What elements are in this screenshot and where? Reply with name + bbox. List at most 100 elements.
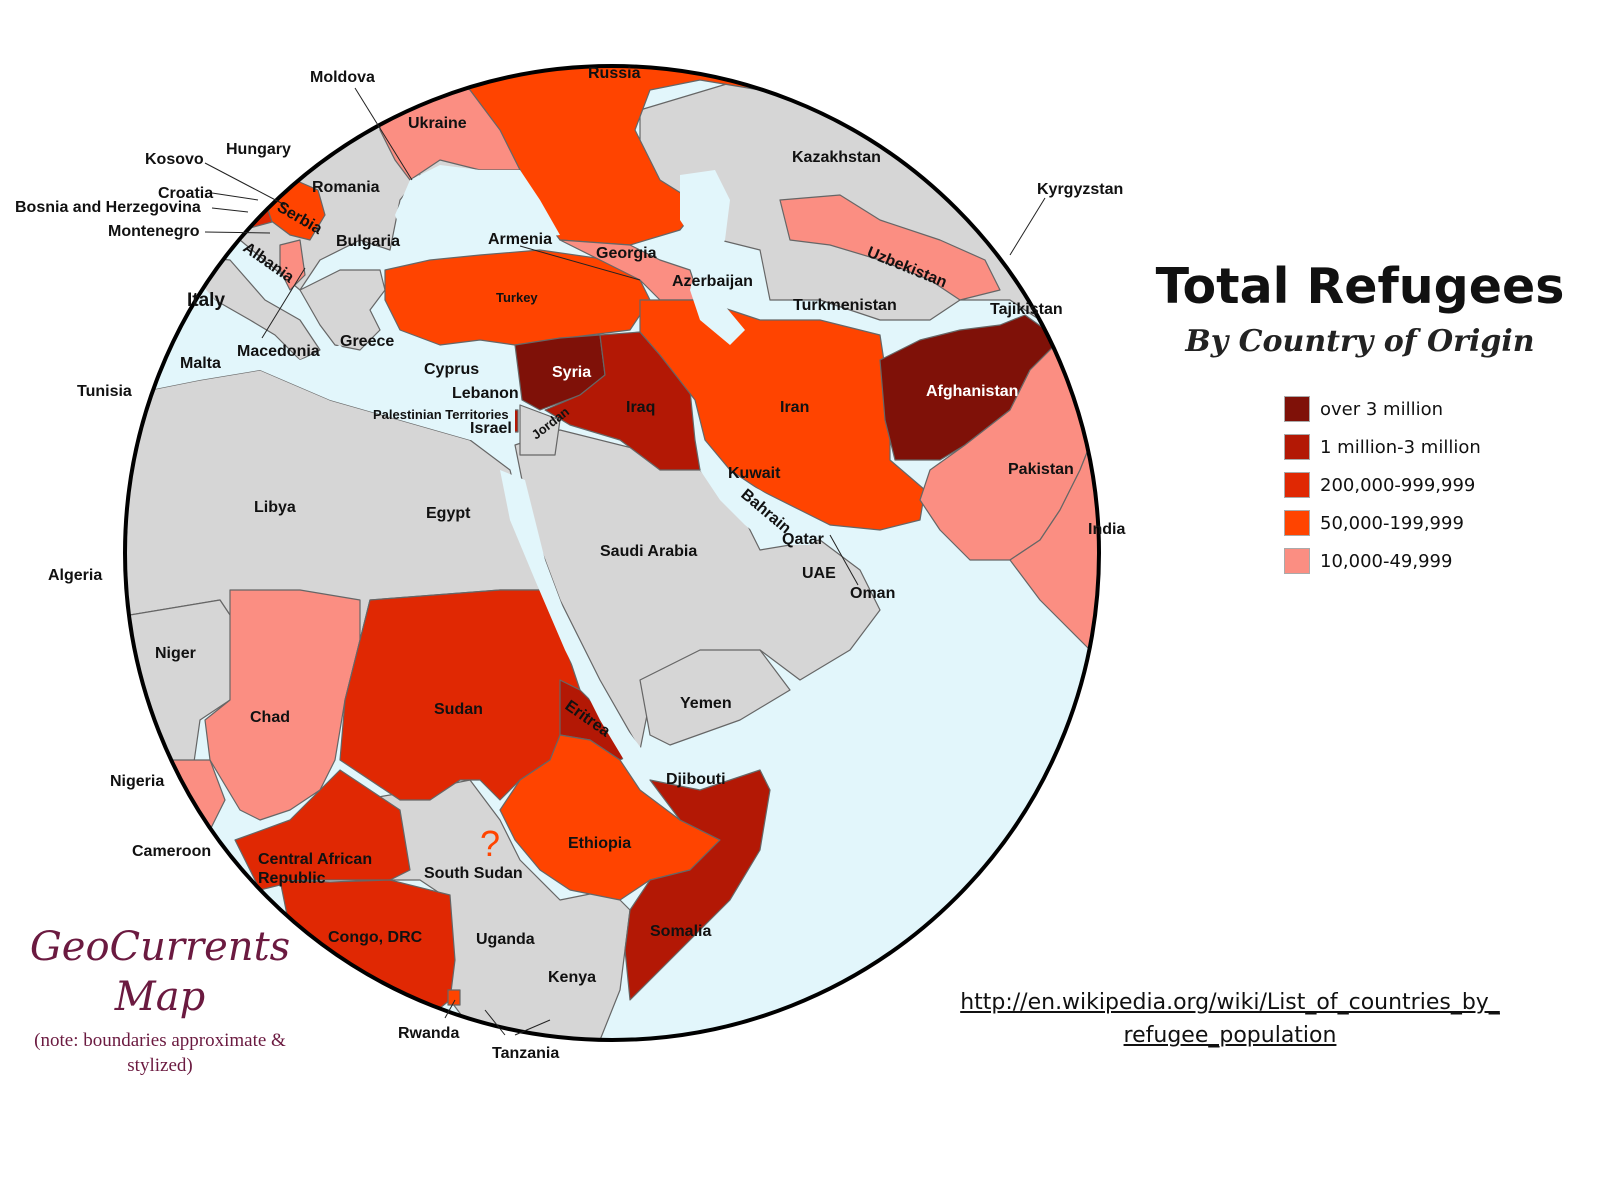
leader-rwanda	[444, 999, 456, 1019]
label-uganda: Uganda	[476, 931, 535, 948]
label-djibouti: Djibouti	[666, 771, 726, 788]
label-algeria: Algeria	[48, 567, 102, 584]
label-turkey: Turkey	[496, 290, 538, 305]
boundaries-note: (note: boundaries approximate & stylized…	[10, 1028, 310, 1078]
label-libya: Libya	[254, 499, 296, 516]
globe-outline	[123, 64, 1101, 1042]
country-iran	[639, 299, 926, 531]
map-title: Total Refugees	[1155, 258, 1565, 315]
source-link[interactable]: http://en.wikipedia.org/wiki/List_of_cou…	[930, 986, 1530, 1052]
legend-swatch	[1284, 510, 1310, 536]
label-romania: Romania	[312, 179, 380, 196]
brand-line2: Map	[114, 974, 206, 1020]
country-somalia	[624, 769, 771, 1001]
label-afghanistan: Afghanistan	[926, 383, 1018, 400]
leader-moldova	[354, 87, 413, 181]
label-bosnia: Bosnia and Herzegovina	[15, 199, 201, 216]
legend-item: 10,000-49,999	[1284, 542, 1481, 580]
label-iran: Iran	[780, 399, 809, 416]
source-link-line2[interactable]: refugee_population	[1123, 1023, 1337, 1048]
label-car: Central African Republic	[258, 851, 372, 887]
red-sea	[500, 470, 650, 770]
label-tanzania: Tanzania	[492, 1045, 559, 1062]
south-sudan-question-mark: ?	[480, 823, 500, 864]
map-subtitle: By Country of Origin	[1185, 324, 1535, 359]
label-india: India	[1088, 521, 1125, 538]
leader-tanzania	[484, 1009, 506, 1036]
region-greece	[299, 269, 386, 351]
label-tajikistan: Tajikistan	[990, 301, 1063, 318]
leader-kosovo	[204, 162, 286, 206]
country-uzbekistan	[779, 194, 1001, 301]
legend-swatch	[1284, 396, 1310, 422]
label-israel: Israel	[470, 420, 512, 437]
label-kuwait: Kuwait	[728, 465, 781, 482]
label-rwanda: Rwanda	[398, 1025, 459, 1042]
country-turkey	[384, 249, 651, 346]
label-cyprus: Cyprus	[424, 361, 479, 378]
legend-label: 10,000-49,999	[1320, 550, 1453, 572]
label-hungary: Hungary	[226, 141, 291, 158]
leader-kyrgyzstan	[1009, 197, 1046, 256]
legend-swatch	[1284, 472, 1310, 498]
label-iraq: Iraq	[626, 399, 655, 416]
label-georgia: Georgia	[596, 245, 657, 262]
label-yemen: Yemen	[680, 695, 732, 712]
geocurrents-brand: GeoCurrents Map	[10, 922, 310, 1022]
label-ukraine: Ukraine	[408, 115, 467, 132]
leader-bosnia	[211, 207, 249, 213]
label-montenegro: Montenegro	[108, 223, 200, 240]
legend-swatch	[1284, 548, 1310, 574]
label-nigeria: Nigeria	[110, 773, 164, 790]
label-kenya: Kenya	[548, 969, 596, 986]
legend-item: 50,000-199,999	[1284, 504, 1481, 542]
persian-gulf	[700, 470, 830, 545]
label-palestine: Palestinian Territories	[373, 407, 509, 422]
country-jordan	[519, 404, 561, 456]
region-yemen	[639, 649, 791, 746]
legend-item: 200,000-999,999	[1284, 466, 1481, 504]
label-italy: Italy	[187, 290, 225, 311]
label-malta: Malta	[180, 355, 221, 372]
label-tunisia: Tunisia	[77, 383, 132, 400]
legend: over 3 million 1 million-3 million 200,0…	[1284, 390, 1481, 580]
label-chad: Chad	[250, 709, 290, 726]
caspian-sea	[680, 170, 745, 345]
leader-oman	[829, 534, 859, 586]
legend-item: over 3 million	[1284, 390, 1481, 428]
legend-swatch	[1284, 434, 1310, 460]
label-oman: Oman	[850, 585, 895, 602]
legend-label: over 3 million	[1320, 398, 1443, 420]
legend-item: 1 million-3 million	[1284, 428, 1481, 466]
country-chad	[204, 589, 361, 821]
label-lebanon: Lebanon	[452, 385, 519, 402]
label-niger: Niger	[155, 645, 196, 662]
label-azerbaijan: Azerbaijan	[672, 273, 753, 290]
label-moldova: Moldova	[310, 69, 375, 86]
mediterranean	[150, 260, 515, 440]
label-cameroon: Cameroon	[132, 843, 211, 860]
leader-tanzania-2	[514, 1019, 551, 1036]
leader-croatia	[211, 192, 259, 201]
leader-armenia	[519, 245, 641, 281]
brand-line1: GeoCurrents	[29, 924, 291, 970]
legend-label: 1 million-3 million	[1320, 436, 1481, 458]
label-pakistan: Pakistan	[1008, 461, 1074, 478]
label-russia: Russia	[588, 65, 641, 82]
note-line2: stylized)	[127, 1055, 193, 1076]
label-congo: Congo, DRC	[328, 929, 423, 946]
label-kosovo: Kosovo	[145, 151, 204, 168]
label-saudi-arabia: Saudi Arabia	[600, 543, 697, 560]
label-greece: Greece	[340, 333, 394, 350]
label-armenia: Armenia	[488, 231, 552, 248]
label-kyrgyzstan: Kyrgyzstan	[1037, 181, 1123, 198]
label-sudan: Sudan	[434, 701, 483, 718]
label-ethiopia: Ethiopia	[568, 835, 631, 852]
label-somalia: Somalia	[650, 923, 711, 940]
label-turkmenistan: Turkmenistan	[793, 297, 897, 314]
label-croatia: Croatia	[158, 185, 213, 202]
source-link-line1[interactable]: http://en.wikipedia.org/wiki/List_of_cou…	[960, 990, 1500, 1015]
label-egypt: Egypt	[426, 505, 471, 522]
leader-macedonia	[261, 267, 306, 339]
